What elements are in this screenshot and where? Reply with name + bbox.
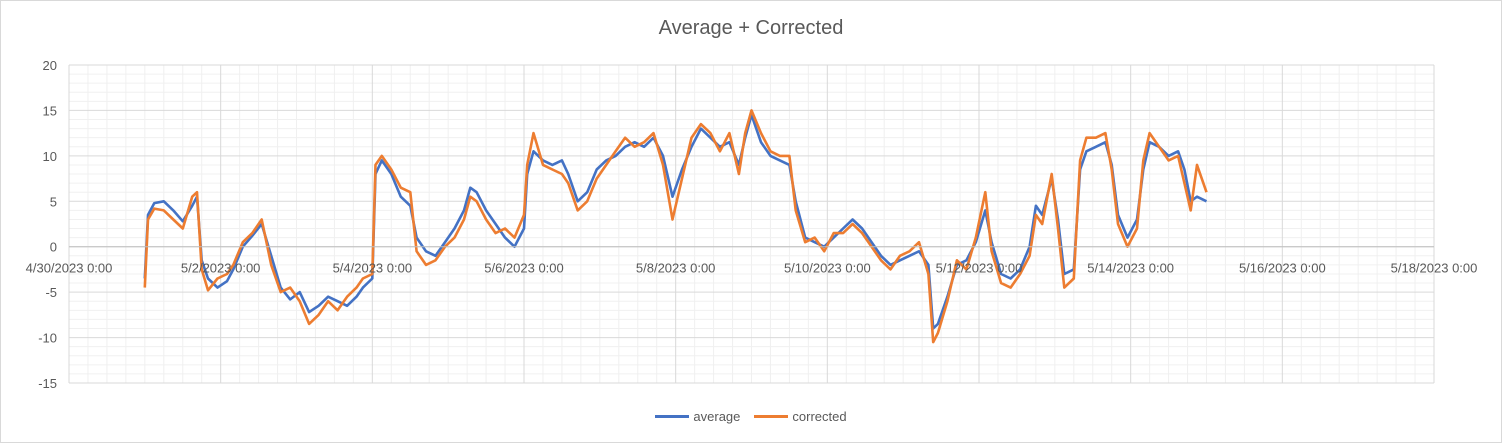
legend-item-corrected: corrected xyxy=(754,409,847,424)
legend-swatch-corrected xyxy=(754,415,789,418)
x-tick-label: 5/10/2023 0:00 xyxy=(784,261,871,276)
x-tick-label: 5/2/2023 0:00 xyxy=(181,261,261,276)
x-tick-label: 5/14/2023 0:00 xyxy=(1087,261,1174,276)
y-tick-label: 10 xyxy=(43,149,57,164)
x-tick-label: 5/4/2023 0:00 xyxy=(333,261,413,276)
x-tick-label: 5/18/2023 0:00 xyxy=(1391,261,1478,276)
series-line-corrected xyxy=(143,109,1208,344)
x-tick-label: 5/6/2023 0:00 xyxy=(484,261,564,276)
legend-label-corrected: corrected xyxy=(792,409,847,424)
chart-title: Average + Corrected xyxy=(658,17,844,39)
y-tick-label: 0 xyxy=(50,240,57,255)
y-tick-label: 5 xyxy=(50,194,57,209)
y-tick-label: 20 xyxy=(43,58,57,73)
legend-item-average: average xyxy=(655,409,740,424)
x-tick-label: 5/8/2023 0:00 xyxy=(636,261,716,276)
y-tick-label: 15 xyxy=(43,103,57,118)
x-tick-label: 5/12/2023 0:00 xyxy=(936,261,1023,276)
x-tick-label: 4/30/2023 0:00 xyxy=(26,261,113,276)
legend: average corrected xyxy=(1,409,1501,424)
legend-swatch-average xyxy=(655,415,690,418)
y-tick-label: -15 xyxy=(38,376,57,391)
legend-label-average: average xyxy=(693,409,741,424)
x-tick-label: 5/16/2023 0:00 xyxy=(1239,261,1326,276)
y-tick-label: -10 xyxy=(38,331,57,346)
y-tick-label: -5 xyxy=(45,285,57,300)
